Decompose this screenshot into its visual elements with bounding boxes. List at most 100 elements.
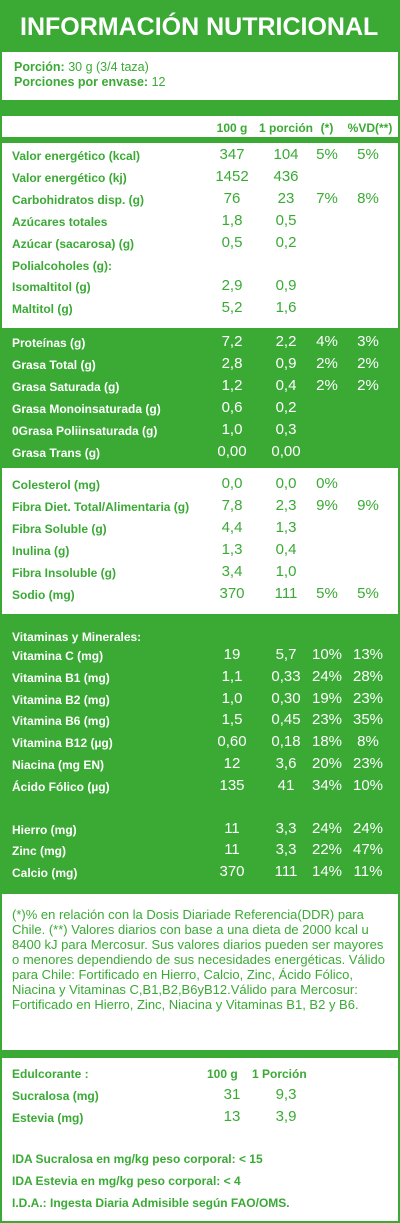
vitamins-header: Vitaminas y Minerales: [2,626,398,648]
percent-vd: 9% [357,497,379,514]
nutrient-row: Valor energético (kj) 1452 436 [2,167,398,189]
percent-ddr: 20% [311,755,343,772]
percent-vd: 35% [352,711,384,729]
percent-ddr: 10% [311,646,343,663]
value-per-portion: 0,30 [271,689,301,707]
value-per-portion: 1,6 [275,299,297,317]
nutrient-name: 0Grasa Poliinsaturada (g) [12,423,158,438]
value-per-100g: 0,00 [217,442,247,460]
nutrient-name: Carbohidratos disp. (g) [12,192,144,207]
nutrient-row: Azúcares totales 1,8 0,5 [2,211,398,233]
sweetener-col-100g: 100 g [207,1067,238,1081]
nutrient-name: Vitamina B2 (mg) [12,692,110,707]
value-per-100g: 12 [223,755,241,772]
ida-stevia: IDA Estevia en mg/kg peso corporal: < 4 [12,1174,241,1188]
servings-per-pack-value: 12 [151,75,166,89]
percent-vd: 28% [352,667,384,685]
nutrient-row: Fibra Diet. Total/Alimentaria (g) 7,8 2,3 9… [2,496,398,518]
value-per-100g: 135 [219,776,245,794]
nutrient-row: Sodio (mg) 370 111 5% 5% [2,584,398,606]
nutrient-name: Vitamina B1 (mg) [12,670,110,685]
value-per-100g: 2,9 [221,277,243,295]
nutrient-row: Hierro (mg) 11 3,3 24% 24% [2,819,398,841]
percent-ddr: 24% [311,819,343,837]
value-per-portion: 0,18 [271,733,301,751]
nutrient-name: Grasa Trans (g) [12,445,101,460]
nutrient-row: Proteínas (g) 7,2 2,2 4% 3% [2,332,398,354]
value-per-portion: 0,4 [275,541,297,558]
servings-per-pack-line: Porciones por envase: 12 [14,75,400,90]
value-per-100g: 11 [224,841,240,859]
value-per-100g: 1,0 [221,689,243,707]
value-per-100g: 13 [223,1108,241,1125]
value-per-portion: 0,5 [275,211,297,229]
percent-ddr: 2% [316,354,338,372]
nutrient-name: Sucralosa (mg) [12,1089,99,1103]
nutrient-row: Colesterol (mg) 0,0 0,0 0% [2,474,398,496]
value-per-portion: 0,2 [275,398,297,416]
value-per-portion: 111 [274,863,298,881]
serving-size-label: Porción: [14,60,65,74]
nutrient-row: Grasa Monoinsaturada (g) 0,6 0,2 [2,398,398,420]
nutrient-row: Isomaltitol (g) 2,9 0,9 [2,276,398,298]
value-per-portion: 3,6 [275,755,297,772]
nutrient-name: Azúcar (sacarosa) (g) [12,236,135,251]
value-per-100g: 0,5 [221,233,243,251]
value-per-portion: 0,00 [271,442,301,460]
section-band-fats [2,328,398,468]
percent-vd: 23% [352,755,384,772]
value-per-portion: 2,3 [275,497,297,514]
percent-vd: 24% [352,819,384,837]
sweetener-header: Edulcorante : [12,1067,89,1081]
percent-ddr: 22% [311,841,343,859]
value-per-100g: 1,5 [221,711,243,729]
nutrient-name: Calcio (mg) [12,866,78,881]
nutrient-row: Valor energético (kcal) 347 104 5% 5% [2,145,398,167]
value-per-100g: 1,3 [221,541,243,558]
value-per-portion: 0,2 [275,233,297,251]
value-per-100g: 1,1 [221,667,243,685]
value-per-100g: 7,8 [221,497,243,514]
nutrient-name: Grasa Total (g) [12,357,96,372]
percent-ddr: 23% [311,711,343,729]
value-per-100g: 1,2 [221,376,243,394]
footnote: (*)% en relación con la Dosis Diariade R… [12,907,385,1012]
value-per-100g: 31 [223,1086,241,1103]
column-header-portion: 1 porción [258,121,313,135]
nutrient-row: Fibra Soluble (g) 4,4 1,3 [2,518,398,540]
nutrient-name: Zinc (mg) [12,844,66,859]
nutrient-name: Fibra Soluble (g) [12,522,107,536]
value-per-portion: 2,2 [275,333,297,350]
percent-vd: 3% [357,333,379,350]
nutrient-row: Zinc (mg) 11 3,3 22% 47% [2,840,398,862]
divider-bar [2,1050,398,1058]
value-per-portion: 0,33 [271,667,301,685]
value-per-100g: 347 [219,146,245,163]
value-per-100g: 1,0 [221,420,243,438]
serving-info: Porción: 30 g (3/4 taza) Porciones por e… [2,60,400,90]
value-per-portion: 5,7 [275,646,297,663]
percent-ddr: 19% [311,689,343,707]
nutrient-name: Proteínas (g) [12,336,86,350]
nutrient-row: Vitamina C (mg) 19 5,7 10% 13% [2,645,398,667]
nutrient-name: Valor energético (kj) [12,170,127,185]
percent-vd: 47% [352,841,384,859]
value-per-portion: 0,0 [275,475,297,492]
value-per-portion: 111 [274,585,298,602]
value-per-portion: 104 [273,146,299,163]
value-per-100g: 1,8 [221,211,243,229]
value-per-portion: 0,4 [275,376,297,394]
percent-vd: 8% [357,189,379,207]
value-per-100g: 0,0 [221,475,243,492]
nutrient-name: Colesterol (mg) [12,478,101,492]
value-per-100g: 2,8 [221,354,243,372]
percent-vd: 5% [357,146,379,163]
nutrient-row: Estevia (mg) 13 3,9 [2,1107,398,1129]
nutrient-name: Ácido Fólico (µg) [12,779,110,794]
nutrient-row: Calcio (mg) 370 111 14% 11% [2,862,398,884]
percent-vd: 11% [353,863,383,881]
percent-vd: 5% [357,585,379,602]
label-title: INFORMACIÓN NUTRICIONAL [2,2,398,52]
value-per-100g: 5,2 [221,299,243,317]
